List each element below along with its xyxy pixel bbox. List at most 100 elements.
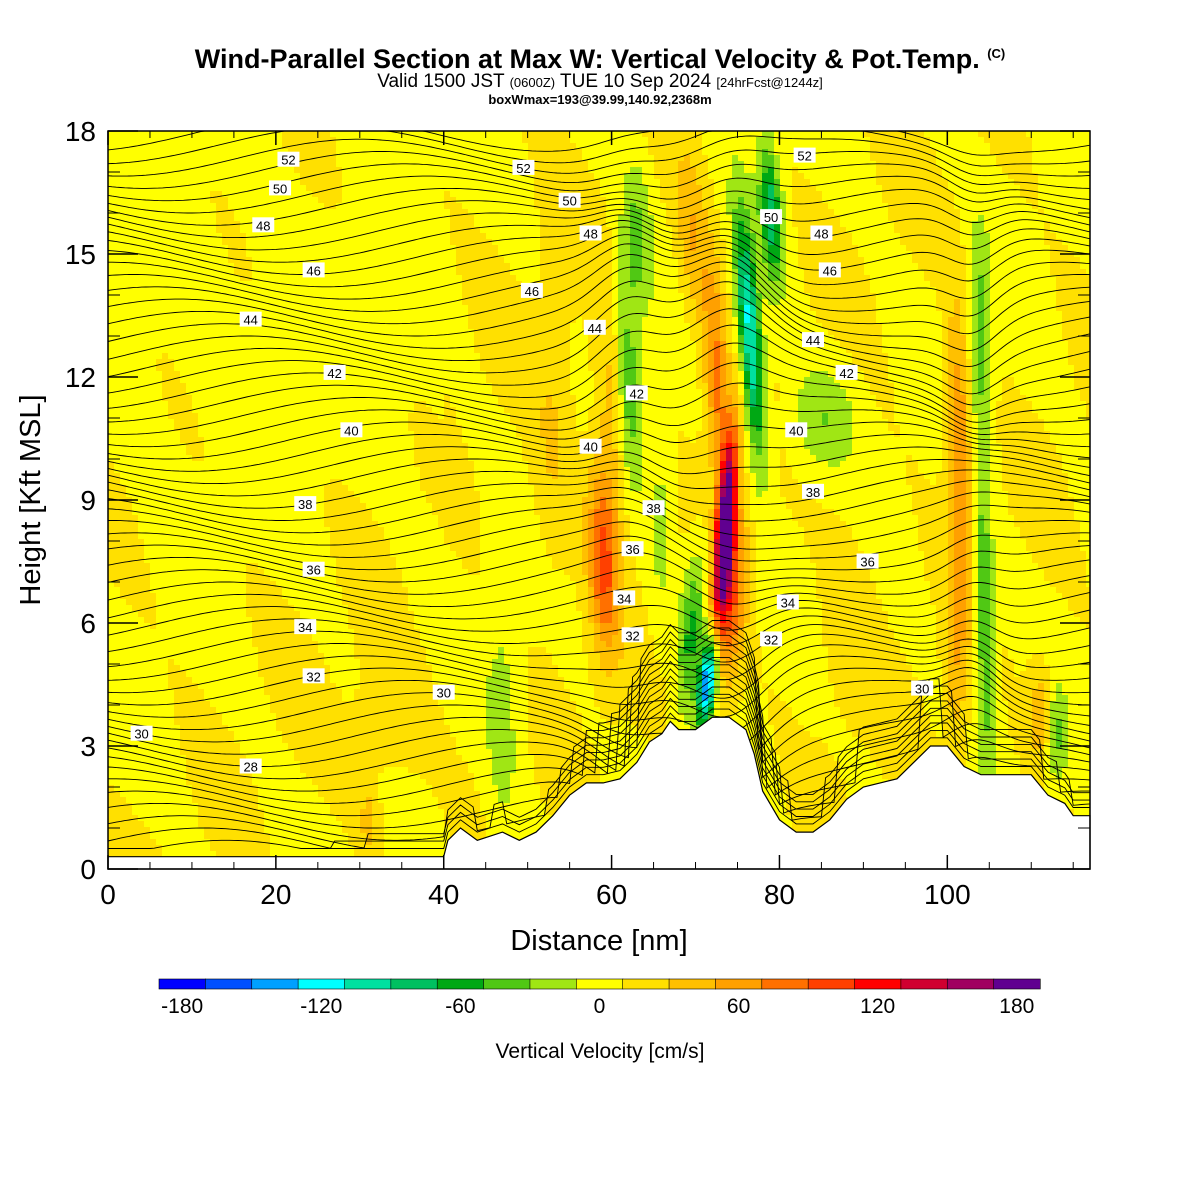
theta-label-box bbox=[776, 594, 799, 610]
theta-label-box bbox=[621, 541, 644, 557]
theta-label-box bbox=[785, 422, 808, 438]
theta-label: 36 bbox=[306, 563, 320, 578]
theta-label: 50 bbox=[562, 194, 576, 209]
theta-contour bbox=[107, 679, 1090, 829]
theta-label: 50 bbox=[764, 210, 778, 225]
theta-label: 52 bbox=[516, 161, 530, 176]
theta-contour bbox=[107, 686, 1091, 841]
terrain-profile bbox=[107, 716, 1091, 870]
theta-label-box bbox=[252, 217, 275, 233]
theta-label-box bbox=[512, 159, 535, 175]
colorbar-swatch bbox=[807, 978, 856, 990]
theta-label: 38 bbox=[806, 485, 820, 500]
theta-contour bbox=[107, 652, 1091, 718]
y-tick-label: 15 bbox=[65, 239, 96, 270]
theta-contour bbox=[107, 634, 1091, 779]
theta-label: 30 bbox=[436, 686, 450, 701]
colorbar-swatch bbox=[158, 978, 206, 990]
theta-label: 46 bbox=[306, 263, 320, 278]
theta-label-box bbox=[621, 627, 644, 643]
theta-label-box bbox=[802, 332, 825, 348]
theta-label: 46 bbox=[823, 263, 837, 278]
theta-label-box bbox=[558, 192, 581, 208]
theta-contour bbox=[108, 234, 1091, 300]
theta-contour bbox=[107, 643, 1091, 699]
theta-contour bbox=[107, 261, 1091, 352]
colorbar-swatch bbox=[576, 978, 624, 990]
valid-date: TUE 10 Sep 2024 bbox=[560, 71, 711, 92]
theta-label: 46 bbox=[525, 284, 539, 299]
theta-contour bbox=[107, 551, 1091, 595]
theta-label-box bbox=[340, 422, 363, 438]
x-tick-label: 60 bbox=[596, 879, 627, 910]
theta-label-box bbox=[856, 553, 879, 569]
theta-label-box bbox=[323, 364, 346, 380]
theta-label: 34 bbox=[617, 591, 631, 606]
theta-label: 32 bbox=[625, 628, 639, 643]
chart-title-text: Wind-Parallel Section at Max W: Vertical… bbox=[195, 44, 980, 74]
box-max-info: boxWmax=193@39.99,140.92,2368m bbox=[0, 92, 1200, 107]
theta-contour bbox=[107, 667, 1091, 753]
theta-contour bbox=[107, 487, 1091, 537]
theta-contour bbox=[107, 581, 1091, 620]
theta-contour bbox=[107, 175, 1091, 214]
theta-label: 30 bbox=[915, 682, 929, 697]
theta-contour bbox=[107, 535, 1091, 583]
x-tick-label: 0 bbox=[100, 879, 116, 910]
theta-label: 34 bbox=[298, 620, 312, 635]
colorbar-tick-label: 0 bbox=[594, 995, 606, 1018]
theta-contour bbox=[107, 200, 1091, 239]
theta-contour bbox=[107, 403, 1091, 448]
potential-temperature-contours bbox=[107, 130, 1091, 849]
y-tick-label: 6 bbox=[80, 608, 96, 639]
chart-title: Wind-Parallel Section at Max W: Vertical… bbox=[0, 44, 1200, 75]
theta-label: 36 bbox=[625, 542, 639, 557]
theta-label-box bbox=[269, 180, 292, 196]
theta-contour bbox=[107, 659, 1091, 736]
colorbar-label: Vertical Velocity [cm/s] bbox=[496, 1040, 705, 1063]
theta-contour bbox=[107, 214, 1091, 263]
y-tick-label: 3 bbox=[80, 731, 96, 762]
theta-contour bbox=[107, 521, 1091, 573]
colorbar-swatch bbox=[761, 978, 809, 990]
theta-label: 38 bbox=[646, 501, 660, 516]
theta-label-box bbox=[239, 758, 262, 774]
theta-label-box bbox=[642, 500, 665, 516]
theta-contour bbox=[108, 708, 1090, 849]
theta-label: 36 bbox=[860, 555, 874, 570]
theta-label: 38 bbox=[298, 497, 312, 512]
theta-label: 44 bbox=[588, 321, 602, 336]
colorbar-swatch bbox=[854, 978, 902, 990]
theta-label-box bbox=[302, 262, 325, 278]
theta-contour bbox=[107, 477, 1091, 522]
theta-label: 48 bbox=[814, 227, 828, 242]
theta-label: 40 bbox=[583, 440, 597, 455]
colorbar-swatch bbox=[946, 978, 995, 990]
theta-label: 42 bbox=[630, 386, 644, 401]
theta-label-box bbox=[613, 590, 636, 606]
theta-label: 32 bbox=[306, 669, 320, 684]
colorbar: -180 -120 -60 0 60 120 180 bbox=[158, 978, 1041, 1018]
theta-contour bbox=[107, 664, 1091, 814]
theta-label-box bbox=[130, 725, 153, 741]
valid-local-time: Valid 1500 JST bbox=[377, 71, 504, 92]
colorbar-swatch bbox=[993, 978, 1041, 990]
theta-contour bbox=[107, 593, 1091, 632]
forecast-note: [24hrFcst@1244z] bbox=[716, 75, 822, 90]
theta-label-box bbox=[810, 225, 833, 241]
theta-contour bbox=[107, 458, 1091, 497]
theta-label-box bbox=[579, 225, 602, 241]
colorbar-swatch bbox=[622, 978, 670, 990]
theta-contour bbox=[108, 671, 1091, 821]
theta-contour bbox=[107, 382, 1091, 435]
theta-contour bbox=[107, 446, 1091, 485]
colorbar-swatch bbox=[900, 978, 948, 990]
colorbar-swatch bbox=[715, 978, 763, 990]
theta-contour bbox=[107, 497, 1091, 550]
x-axis-label: Distance [nm] bbox=[510, 925, 687, 957]
theta-contour bbox=[107, 642, 1091, 789]
theta-contour bbox=[107, 627, 1091, 763]
theta-contour bbox=[107, 135, 1091, 177]
